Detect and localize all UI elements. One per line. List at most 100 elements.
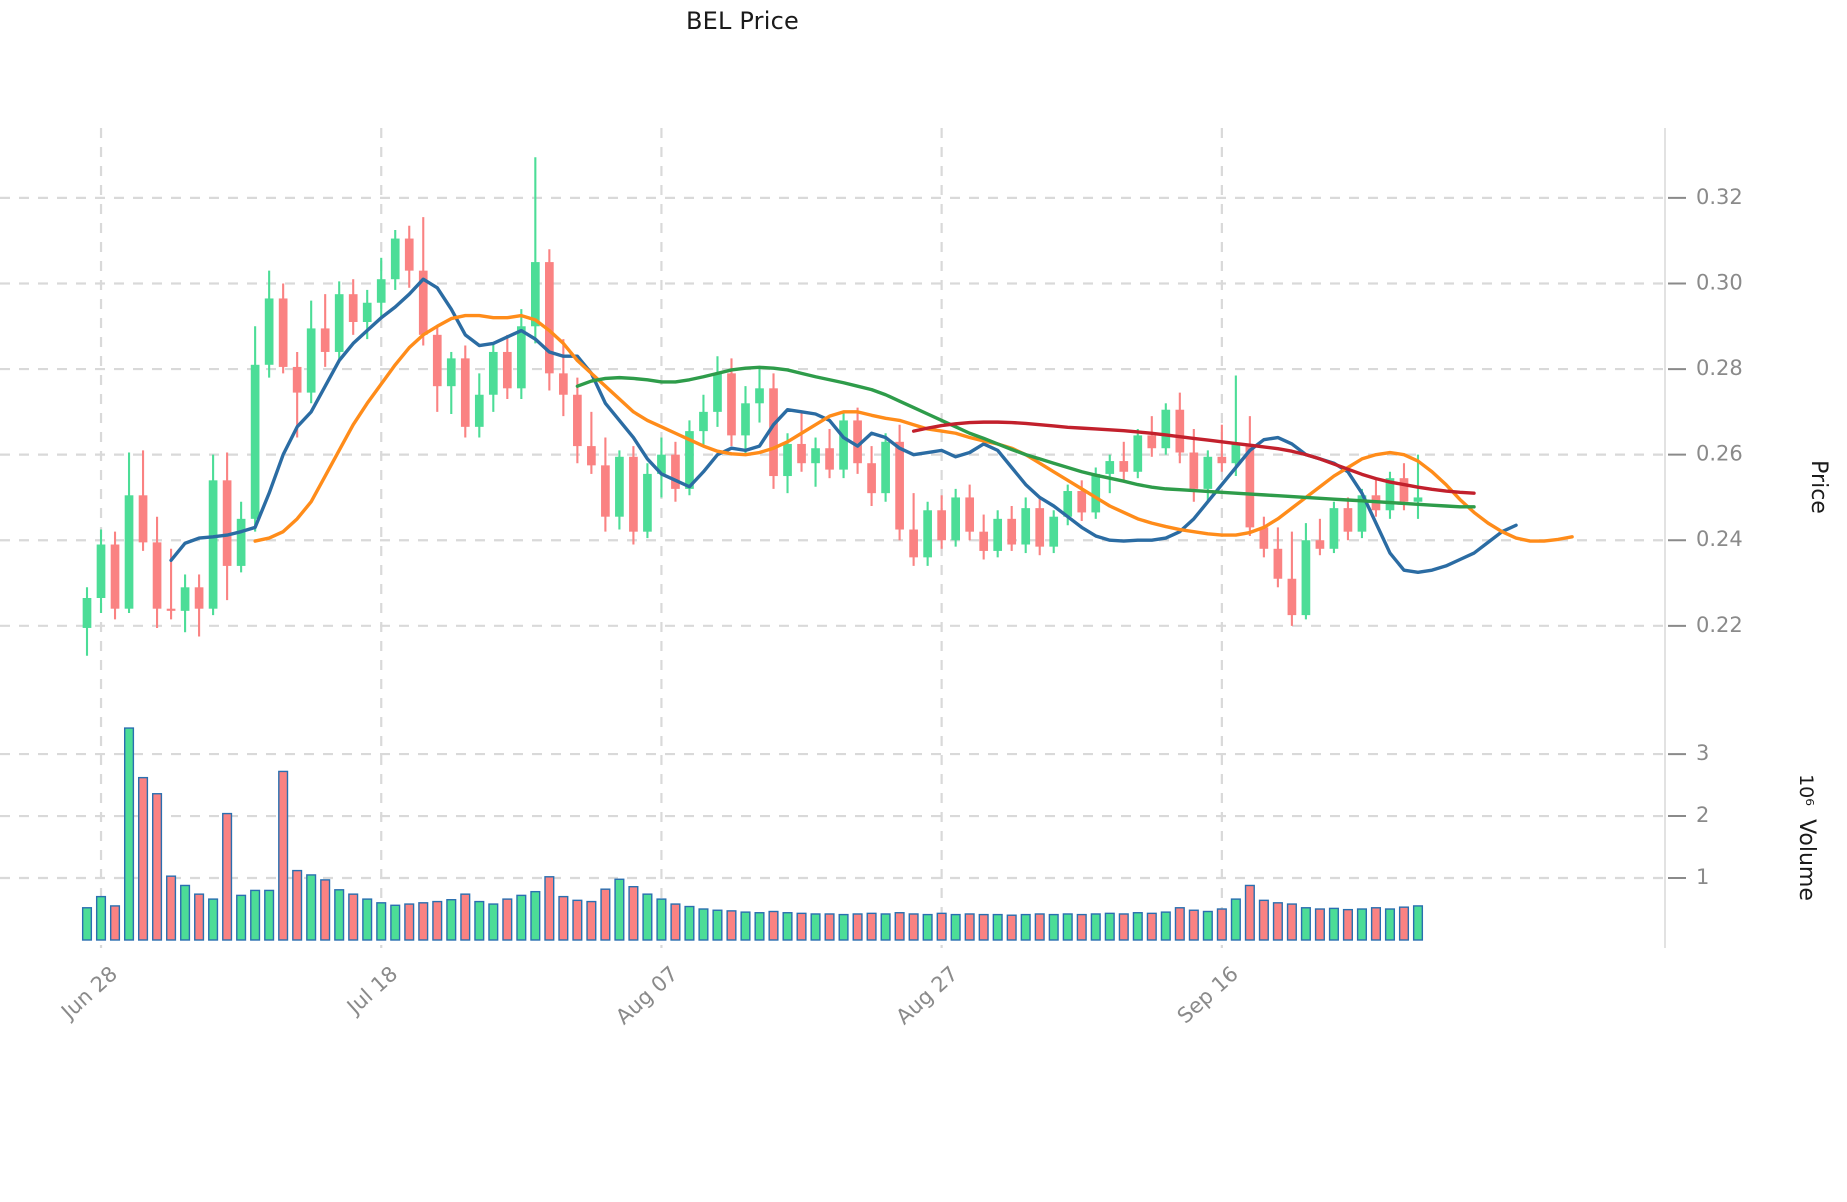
- volume-bar: [418, 902, 429, 941]
- candlestick: [909, 493, 918, 566]
- candle-body: [937, 510, 946, 541]
- volume-bar: [852, 913, 863, 941]
- candlestick: [1175, 392, 1185, 464]
- volume-bar: [1216, 908, 1227, 941]
- candlestick: [1301, 523, 1311, 620]
- candlestick: [1217, 424, 1227, 472]
- candle-body: [601, 465, 610, 517]
- candle-body: [643, 473, 652, 532]
- volume-bar: [278, 770, 289, 941]
- candle-body: [1357, 495, 1367, 532]
- volume-bar: [1384, 908, 1396, 941]
- volume-bar: [838, 913, 849, 941]
- candlestick: [797, 411, 806, 472]
- candle-body: [783, 443, 792, 477]
- candle-body: [292, 366, 302, 393]
- candlestick: [236, 501, 246, 573]
- candle-body: [138, 495, 148, 543]
- candle-body: [446, 358, 456, 387]
- volume-bar: [1188, 909, 1199, 941]
- candlestick: [769, 373, 778, 489]
- candlestick: [1343, 497, 1353, 541]
- candlestick: [839, 411, 848, 479]
- candlestick: [1287, 531, 1297, 626]
- candle-body: [727, 373, 736, 436]
- candlestick: [629, 446, 638, 545]
- candle-body: [208, 480, 218, 609]
- candlestick: [488, 343, 498, 412]
- volume-bar: [460, 893, 471, 941]
- price-axis-title: Price: [1806, 460, 1831, 514]
- candlestick: [713, 356, 722, 427]
- candle-body: [1133, 435, 1143, 472]
- x-tick-label: Aug 27: [891, 962, 962, 1030]
- candlestick: [545, 249, 554, 391]
- candle-body: [615, 456, 624, 517]
- price-tick-label: 0.24: [1696, 527, 1743, 551]
- volume-bar: [880, 913, 891, 941]
- candle-body: [811, 448, 820, 464]
- volume-bar: [1370, 907, 1382, 941]
- volume-bar: [502, 898, 513, 941]
- ma-line-ma-short: [169, 277, 1518, 575]
- candle-body: [82, 598, 92, 628]
- candlestick: [615, 450, 624, 530]
- volume-bar: [614, 878, 625, 941]
- x-tick-label: Jun 28: [55, 962, 122, 1025]
- volume-bar: [796, 912, 807, 941]
- volume-bar: [1090, 913, 1101, 941]
- candlestick: [811, 437, 820, 487]
- candlestick: [334, 281, 344, 361]
- candlestick: [110, 531, 120, 620]
- candlestick: [1315, 518, 1325, 556]
- candlestick: [222, 452, 232, 601]
- candlestick: [965, 484, 975, 541]
- price-gridlines: [0, 196, 1665, 627]
- volume-bar: [1398, 906, 1410, 941]
- volume-bar: [474, 900, 485, 941]
- price-tick-label: 0.28: [1696, 356, 1743, 380]
- volume-bar: [1258, 899, 1269, 941]
- candle-body: [250, 364, 260, 519]
- candlestick: [587, 411, 596, 474]
- x-axis-ticks: Jun 28 Jul 18 Aug 07 Aug 27 Sep 16: [55, 962, 1243, 1030]
- volume-bar: [180, 884, 191, 941]
- candlestick: [671, 441, 680, 502]
- candlestick: [1371, 478, 1381, 517]
- candle-body: [1399, 478, 1409, 502]
- volume-bar: [586, 900, 597, 941]
- candlestick: [502, 334, 512, 400]
- candle-body: [867, 463, 876, 494]
- volume-bar: [964, 913, 975, 941]
- candle-body: [110, 544, 120, 609]
- candlestick: [348, 279, 358, 335]
- candlestick: [320, 294, 330, 367]
- volume-bar: [978, 913, 989, 941]
- volume-bar: [656, 898, 667, 941]
- volume-bar: [684, 905, 695, 941]
- volume-bar: [250, 889, 261, 941]
- candlestick: [1035, 497, 1045, 556]
- volume-bar: [810, 913, 821, 941]
- candle-body: [545, 262, 554, 374]
- candle-body: [166, 608, 176, 611]
- candlestick: [951, 488, 960, 547]
- candlestick: [530, 157, 540, 344]
- candlestick: [1231, 375, 1241, 477]
- volume-bar: [1132, 912, 1143, 941]
- candle-body: [1315, 540, 1325, 549]
- candlestick: [516, 309, 526, 400]
- candle-body: [306, 328, 316, 393]
- volume-bar: [1062, 913, 1073, 941]
- candle-body: [587, 446, 596, 466]
- volume-tick-label: 3: [1696, 741, 1709, 765]
- candle-body: [1147, 435, 1157, 449]
- candle-body: [979, 531, 989, 551]
- candle-body: [1091, 473, 1101, 513]
- candlestick: [1119, 441, 1129, 481]
- volume-bar: [488, 903, 499, 941]
- candlestick: [937, 495, 946, 549]
- candlestick: [208, 454, 218, 616]
